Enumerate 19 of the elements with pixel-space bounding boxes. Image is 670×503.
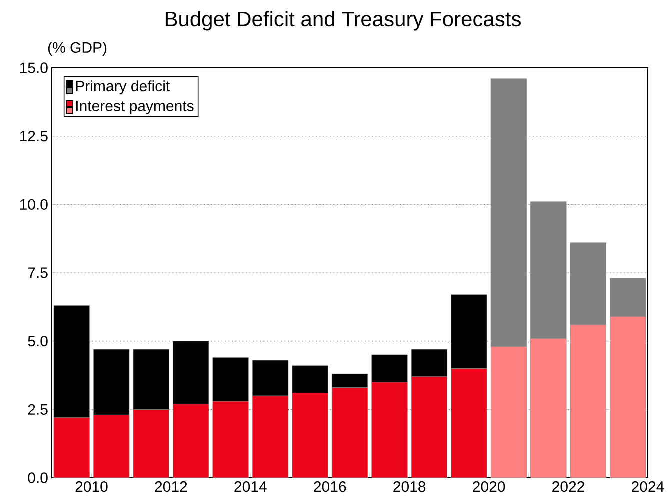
x-tick-label: 2016	[314, 482, 346, 492]
x-tick-label: 2014	[234, 482, 267, 492]
y-tick-label: 15.0	[20, 62, 48, 74]
y-tick-label: 2.5	[28, 404, 48, 415]
y-tick-label: 0.0	[28, 472, 48, 484]
x-tick-label: 2020	[473, 482, 506, 492]
x-tick-label: 2018	[394, 482, 426, 492]
y-axis-title: (% GDP)	[48, 42, 107, 56]
x-tick-label: 2010	[76, 482, 108, 492]
legend-label: Primary deficit	[76, 80, 170, 95]
y-tick-label: 7.5	[28, 268, 48, 278]
y-tick-label: 12.5	[20, 131, 48, 142]
y-tick-label: 5.0	[28, 336, 48, 347]
legend-label: Interest payments	[76, 100, 194, 114]
chart-title: Budget Deficit and Treasury Forecasts	[166, 11, 521, 31]
x-tick-label: 2012	[155, 482, 188, 492]
x-tick-label: 2024	[632, 482, 664, 492]
y-tick-label: 10.0	[20, 199, 48, 210]
x-tick-label: 2022	[552, 482, 584, 492]
